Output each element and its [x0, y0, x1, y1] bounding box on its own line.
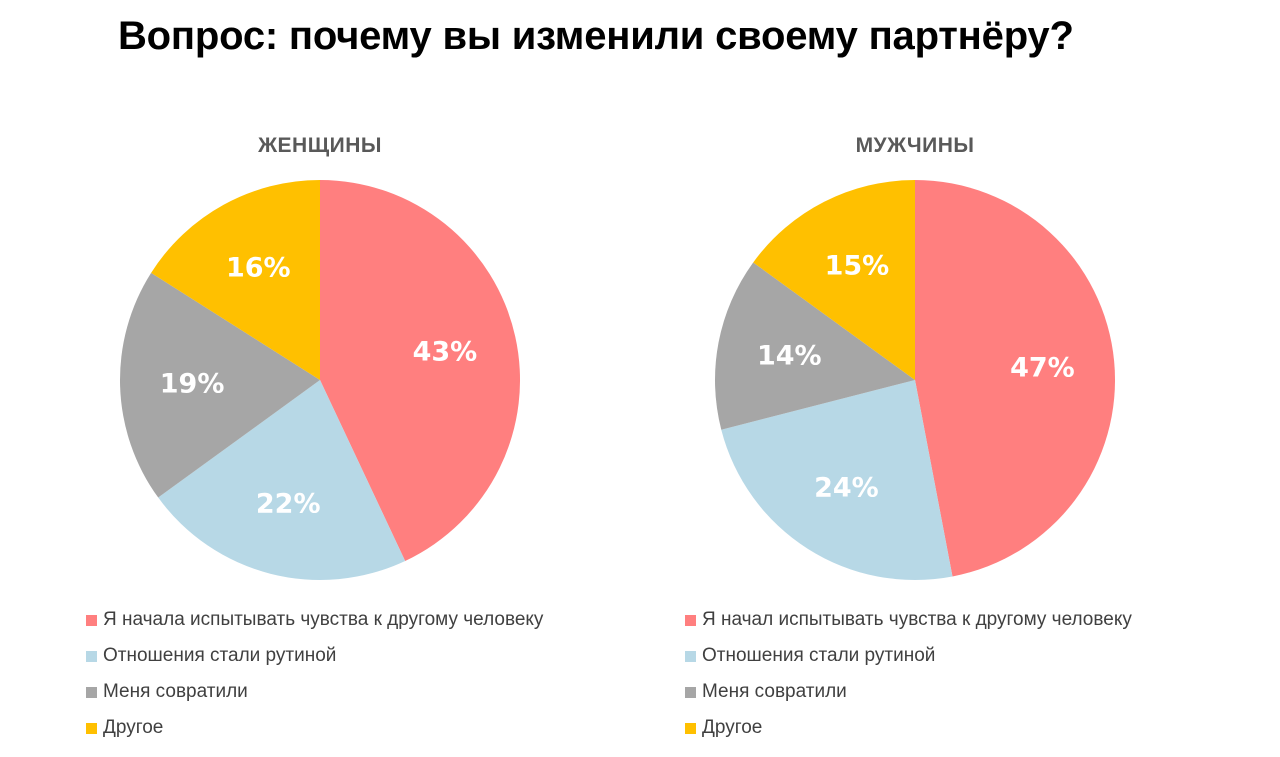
chart-title-men: МУЖЧИНЫ: [855, 134, 975, 157]
legend-swatch-feelings: [685, 614, 696, 626]
page-title: Вопрос: почему вы изменили своему партнё…: [118, 14, 1074, 58]
slice-label-other: 16%: [226, 252, 291, 283]
legend-label: Отношения стали рутиной: [702, 645, 936, 666]
legend-label: Меня совратили: [702, 681, 847, 702]
pie-chart-women: 43% 22% 19% 16%: [119, 180, 521, 581]
legend-swatch-other: [685, 722, 696, 734]
slice-label-feelings: 43%: [413, 337, 478, 368]
slice-label-routine: 22%: [256, 489, 321, 520]
slice-label-seduced: 14%: [757, 341, 822, 372]
legend-swatch-feelings: [86, 614, 97, 626]
pie-slice-other: [151, 180, 320, 380]
pie-chart-men: 47% 24% 14% 15%: [714, 180, 1116, 581]
slice-label-other: 15%: [825, 251, 890, 282]
legend-item-seduced: Меня совратили: [685, 674, 1132, 710]
legend-item-other: Другое: [685, 710, 1132, 746]
pie-slice-other: [753, 180, 915, 380]
legend-label: Меня совратили: [103, 681, 248, 702]
legend-men: Я начал испытывать чувства к другому чел…: [685, 602, 1132, 746]
pie-slice-routine: [721, 380, 953, 581]
slice-label-seduced: 19%: [160, 369, 225, 400]
legend-swatch-seduced: [86, 686, 97, 698]
legend-label: Я начал испытывать чувства к другому чел…: [702, 609, 1132, 630]
legend-item-other: Другое: [86, 710, 543, 746]
legend-swatch-routine: [86, 650, 97, 662]
slice-label-routine: 24%: [814, 473, 879, 504]
pie-slice-feelings: [915, 180, 1116, 577]
pie-slice-routine: [158, 380, 406, 581]
legend-label: Отношения стали рутиной: [103, 645, 337, 666]
legend-swatch-seduced: [685, 686, 696, 698]
legend-label: Другое: [702, 717, 763, 738]
legend-item-routine: Отношения стали рутиной: [86, 638, 543, 674]
pie-slice-seduced: [119, 272, 321, 498]
slice-label-feelings: 47%: [1010, 353, 1075, 384]
pie-slice-seduced: [714, 262, 915, 430]
legend-item-seduced: Меня совратили: [86, 674, 543, 710]
legend-swatch-other: [86, 722, 97, 734]
legend-item-feelings: Я начал испытывать чувства к другому чел…: [685, 602, 1132, 638]
legend-item-routine: Отношения стали рутиной: [685, 638, 1132, 674]
chart-title-women: ЖЕНЩИНЫ: [258, 134, 382, 157]
legend-women: Я начала испытывать чувства к другому че…: [86, 602, 543, 746]
legend-swatch-routine: [685, 650, 696, 662]
legend-label: Я начала испытывать чувства к другому че…: [103, 609, 544, 630]
legend-label: Другое: [103, 717, 164, 738]
legend-item-feelings: Я начала испытывать чувства к другому че…: [86, 602, 543, 638]
pie-slice-feelings: [320, 180, 521, 561]
